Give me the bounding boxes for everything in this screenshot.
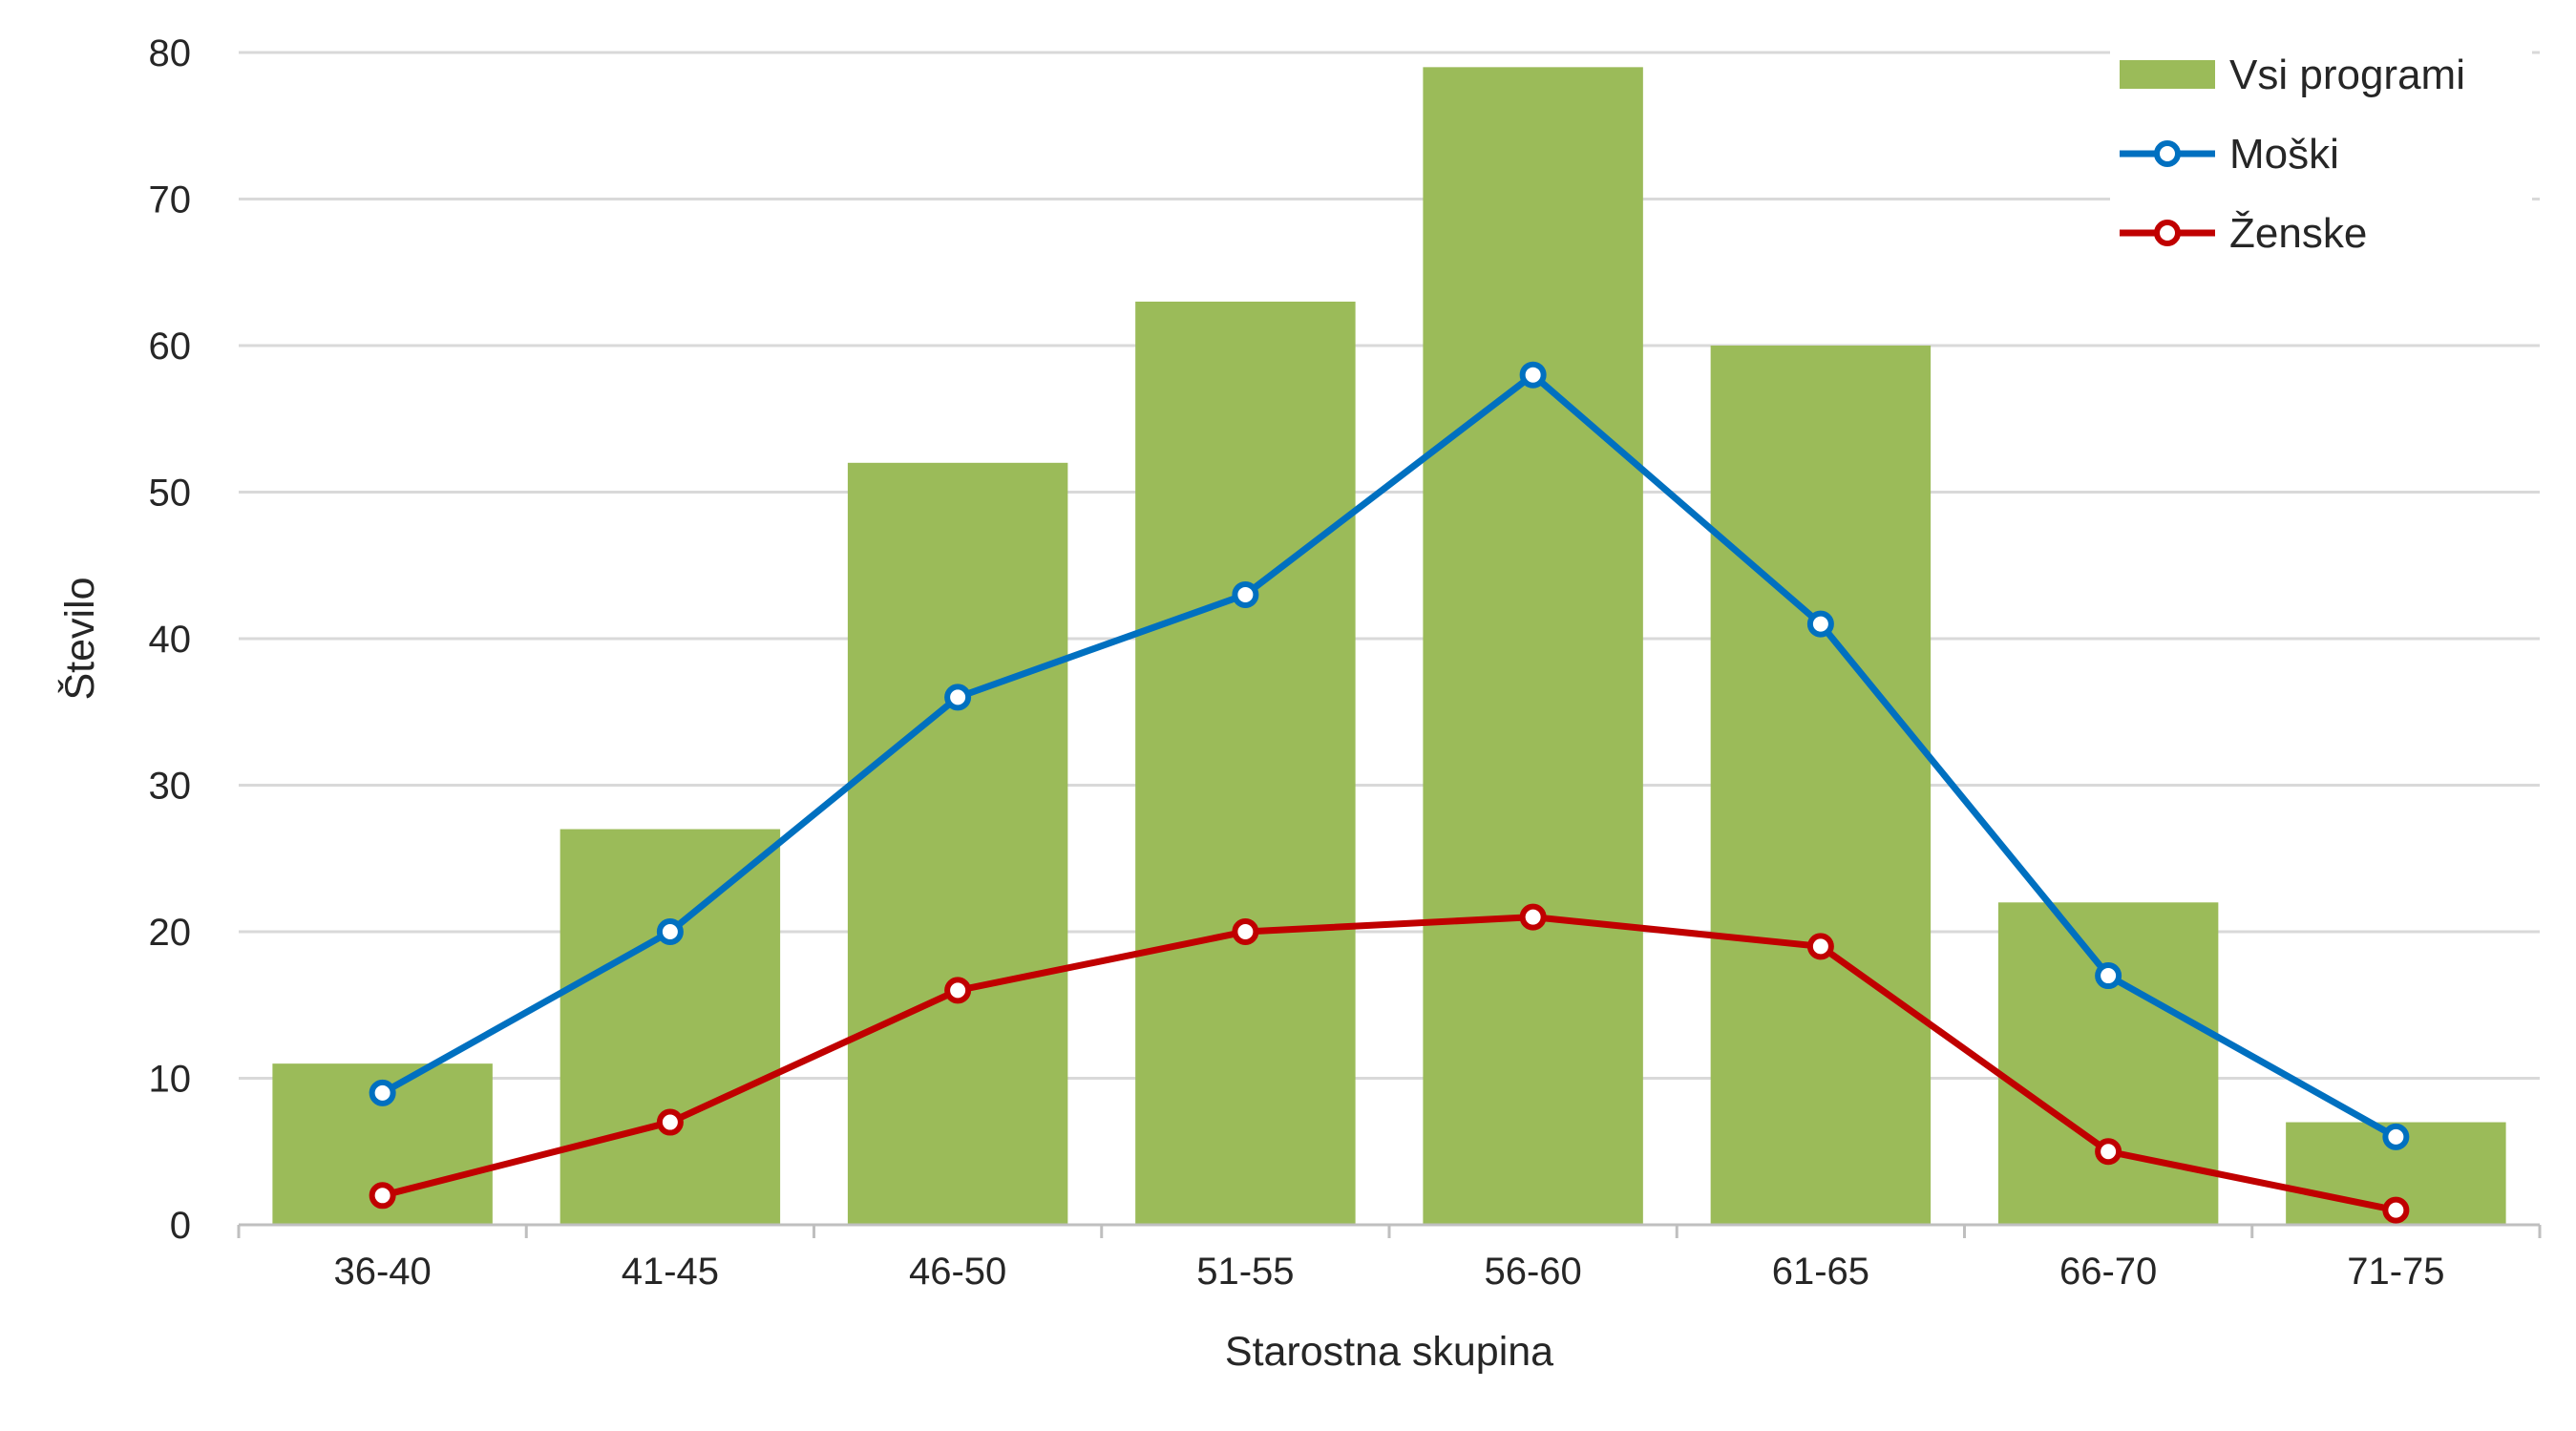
bar-series [272, 67, 2506, 1226]
legend-marker-moski [2154, 140, 2181, 167]
x-tick-label: 56-60 [1484, 1251, 1581, 1293]
series-line [381, 914, 2397, 1214]
data-point [944, 684, 972, 711]
legend-label-zenske: Ženske [2229, 210, 2367, 257]
y-tick-label: 20 [149, 912, 192, 954]
axes [237, 1223, 2542, 1238]
legend-swatch-vsi-programi [2120, 60, 2215, 89]
y-tick-label: 30 [149, 766, 192, 808]
x-tick-label: 51-55 [1196, 1251, 1294, 1293]
bar [1135, 301, 1356, 1225]
data-point [2382, 1196, 2410, 1224]
x-tick-label: 46-50 [909, 1251, 1006, 1293]
bar [1997, 902, 2219, 1225]
data-point [2095, 962, 2122, 990]
data-point [1232, 580, 1259, 608]
y-tick-label: 60 [149, 326, 192, 368]
y-tick-label: 80 [149, 32, 192, 74]
data-point [2382, 1123, 2410, 1150]
series-line [380, 371, 2398, 1140]
data-point [369, 1079, 396, 1106]
tick-labels: 0 10 20 30 40 50 60 70 80 36-40 41-45 46-50 51-55 56-… [149, 32, 2445, 1293]
x-tick-label: 61-65 [1772, 1251, 1869, 1293]
bar [1710, 346, 1932, 1225]
x-tick-label: 41-45 [622, 1251, 719, 1293]
data-point [1232, 918, 1259, 945]
y-tick-label: 40 [149, 619, 192, 661]
y-tick-label: 10 [149, 1059, 192, 1101]
x-tick-label: 36-40 [333, 1251, 431, 1293]
bar [560, 829, 781, 1225]
x-tick-label: 66-70 [2059, 1251, 2157, 1293]
data-point [1806, 933, 1834, 960]
data-point [944, 977, 972, 1004]
x-tick-label: 71-75 [2347, 1251, 2444, 1293]
legend-marker-zenske [2154, 220, 2181, 246]
y-tick-label: 50 [149, 473, 192, 515]
bar [1423, 67, 1643, 1226]
y-tick-label: 0 [170, 1205, 191, 1247]
data-point [1519, 903, 1547, 931]
y-axis-title: Število [57, 577, 103, 700]
y-tick-label: 70 [149, 179, 192, 221]
data-point [1519, 361, 1547, 389]
line-series [369, 361, 2410, 1224]
data-point [2095, 1138, 2122, 1166]
legend-label-vsi-programi: Vsi programi [2229, 52, 2465, 98]
legend: Vsi programi Moški Ženske [2110, 41, 2532, 327]
x-axis-title: Starostna skupina [1225, 1329, 1553, 1375]
data-point [656, 1108, 684, 1136]
data-point [369, 1182, 396, 1210]
data-point [1806, 610, 1834, 638]
legend-label-moski: Moški [2229, 131, 2339, 178]
bar [847, 462, 1068, 1225]
data-point [656, 918, 684, 945]
